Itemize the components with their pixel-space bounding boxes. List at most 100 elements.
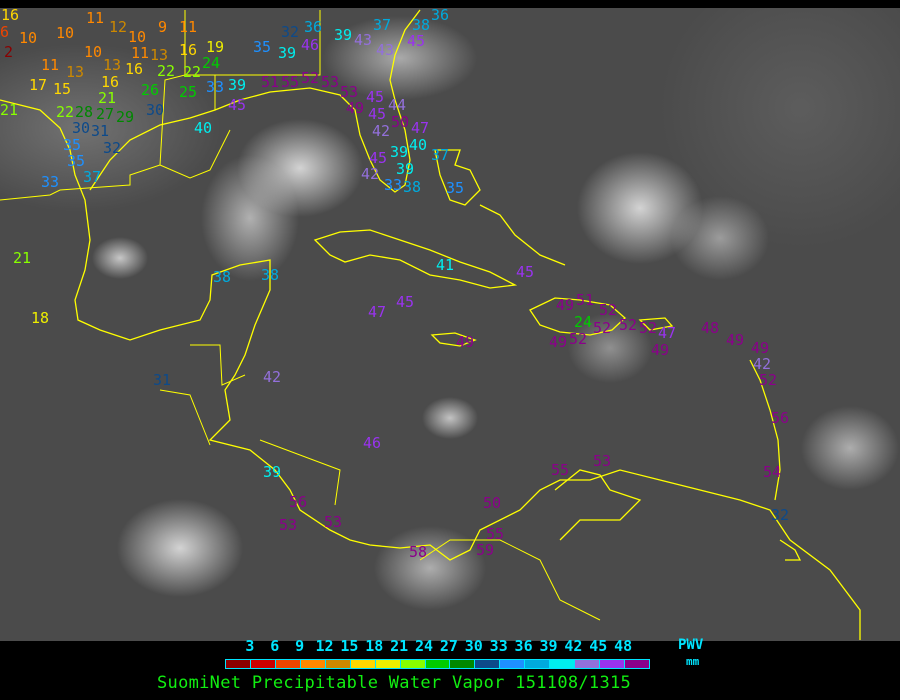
station-pwv-label: 55	[551, 461, 570, 479]
station-pwv-label: 52	[569, 330, 588, 348]
station-pwv-label: 53	[593, 452, 612, 470]
legend-swatch	[375, 660, 401, 668]
station-pwv-label: 40	[409, 136, 428, 154]
station-pwv-label: 32	[281, 23, 300, 41]
station-pwv-label: 13	[66, 63, 85, 81]
station-pwv-label: 35	[67, 152, 86, 170]
station-pwv-label: 36	[304, 18, 323, 36]
station-pwv-label: 45	[407, 32, 426, 50]
station-pwv-label: 40	[194, 119, 213, 137]
legend-tick: 33	[489, 637, 508, 655]
legend-tick: 21	[390, 637, 409, 655]
legend-label: PWV	[678, 637, 704, 653]
legend-tick: 48	[614, 637, 633, 655]
station-pwv-label: 35	[63, 136, 82, 154]
station-pwv-label: 49	[751, 339, 770, 357]
coastlines-overlay	[0, 9, 861, 640]
station-pwv-label: 46	[363, 434, 382, 452]
station-pwv-label: 33	[41, 173, 60, 191]
legend-swatch	[250, 660, 276, 668]
station-pwv-label: 15	[53, 80, 72, 98]
legend-tick: 9	[295, 637, 305, 655]
station-pwv-label: 17	[29, 76, 48, 94]
station-pwv-label: 25	[179, 83, 198, 101]
station-pwv-label: 10	[128, 28, 147, 46]
station-pwv-label: 42	[263, 368, 282, 386]
station-pwv-label: 39	[390, 143, 409, 161]
legend-swatch	[525, 660, 551, 668]
station-pwv-label: 38	[403, 178, 422, 196]
station-pwv-label: 47	[658, 324, 677, 342]
legend-tick: 3	[245, 637, 255, 655]
station-pwv-label: 30	[146, 101, 165, 119]
station-pwv-label: 52	[619, 316, 638, 334]
station-pwv-label: 11	[131, 44, 150, 62]
legend-swatch	[425, 660, 451, 668]
station-pwv-label: 55	[281, 73, 300, 91]
station-pwv-label: 22	[157, 62, 176, 80]
station-pwv-label: 13	[150, 46, 169, 64]
station-pwv-label: 45	[396, 293, 415, 311]
legend-tick: 45	[589, 637, 608, 655]
station-pwv-label: 37	[83, 168, 102, 186]
station-pwv-label: 2	[4, 43, 14, 61]
pwv-color-scale	[225, 659, 650, 669]
station-pwv-label: 41	[436, 256, 455, 274]
political-borders	[0, 10, 601, 621]
station-pwv-label: 38	[213, 268, 232, 286]
station-pwv-label: 28	[75, 103, 94, 121]
station-pwv-label: 37	[431, 146, 450, 164]
legend-swatch	[226, 660, 251, 668]
station-pwv-label: 16	[101, 73, 120, 91]
legend-swatch	[600, 660, 625, 668]
legend-tick: 15	[340, 637, 359, 655]
station-pwv-label: 11	[41, 56, 60, 74]
station-pwv-label: 50	[391, 113, 410, 131]
station-pwv-label: 24	[574, 313, 593, 331]
station-pwv-label: 45	[369, 149, 388, 167]
station-pwv-label: 49	[456, 333, 475, 351]
station-pwv-label: 53	[279, 516, 298, 534]
station-pwv-label: 39	[278, 44, 297, 62]
station-labels: 16 6 10 2 10 11 12 10 11 9 11 10 13 16 19 11 13 13 16 22 22 2…	[0, 8, 900, 641]
station-pwv-label: 39	[396, 160, 415, 178]
satellite-ir-map: 16 6 10 2 10 11 12 10 11 9 11 10 13 16 19 11 13 13 16 22 22 2…	[0, 8, 900, 641]
station-pwv-label: 10	[84, 43, 103, 61]
station-pwv-label: 45	[228, 96, 247, 114]
station-pwv-label: 49	[549, 333, 568, 351]
station-pwv-label: 52	[599, 301, 618, 319]
station-pwv-label: 10	[56, 24, 75, 42]
station-pwv-label: 39	[263, 463, 282, 481]
legend-tick: 27	[439, 637, 458, 655]
station-pwv-label: 49	[556, 296, 575, 314]
legend-tick: 42	[564, 637, 583, 655]
station-pwv-label: 21	[98, 89, 117, 107]
station-pwv-label: 47	[368, 303, 387, 321]
station-pwv-label: 22	[56, 103, 75, 121]
station-pwv-label: 54	[763, 463, 782, 481]
legend-swatch	[350, 660, 376, 668]
station-pwv-label: 48	[701, 319, 720, 337]
legend-swatch	[450, 660, 476, 668]
legend-tick: 30	[464, 637, 483, 655]
legend-swatch	[400, 660, 426, 668]
station-pwv-label: 59	[476, 541, 495, 559]
station-pwv-label: 39	[228, 76, 247, 94]
station-pwv-label: 42	[753, 355, 772, 373]
station-pwv-label: 53	[340, 83, 359, 101]
station-pwv-label: 49	[346, 99, 365, 117]
legend-swatch	[300, 660, 326, 668]
station-pwv-label: 6	[0, 23, 10, 41]
station-pwv-label: 53	[321, 73, 340, 91]
station-pwv-label: 52	[593, 319, 612, 337]
station-pwv-label: 36	[431, 8, 450, 24]
legend-unit: mm	[686, 655, 700, 668]
legend-tick: 24	[415, 637, 434, 655]
station-pwv-label: 43	[354, 31, 373, 49]
station-pwv-label: 22	[183, 63, 202, 81]
station-pwv-label: 35	[253, 38, 272, 56]
legend-ticks: 3 6 9 12 15 18 21 24 27 30 33 36 39 42 45 48	[0, 638, 900, 656]
legend-tick: 39	[539, 637, 558, 655]
legend-swatch	[625, 660, 649, 668]
station-pwv-label: 52	[639, 319, 658, 337]
